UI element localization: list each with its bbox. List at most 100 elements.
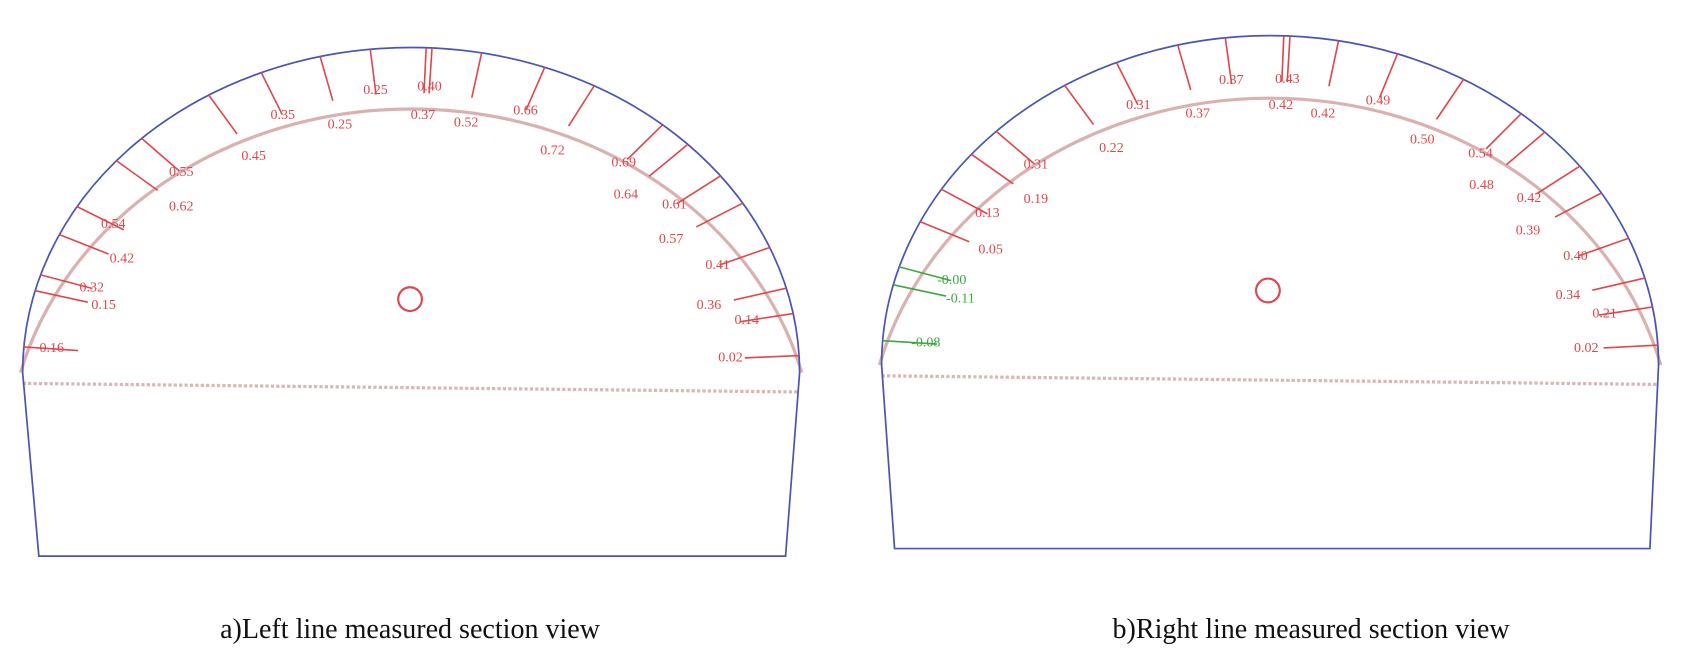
measure-tick bbox=[1378, 53, 1399, 98]
measure-tick bbox=[35, 289, 88, 303]
measure-label: 0.45 bbox=[241, 148, 266, 164]
measure-label: 0.25 bbox=[328, 116, 353, 132]
measure-label: 0.05 bbox=[978, 242, 1003, 258]
measure-label: 0.02 bbox=[718, 350, 743, 366]
design-section bbox=[880, 34, 1660, 550]
measured-contour bbox=[18, 107, 804, 374]
measure-tick bbox=[208, 94, 238, 135]
measure-tick bbox=[59, 233, 109, 255]
measure-label: 0.36 bbox=[697, 297, 722, 313]
measure-tick bbox=[1554, 192, 1602, 218]
measure-label: 0.42 bbox=[110, 250, 135, 266]
measure-tick bbox=[739, 312, 794, 323]
center-mark bbox=[1254, 277, 1281, 304]
measure-tick bbox=[1535, 165, 1581, 195]
measure-tick bbox=[1603, 344, 1658, 349]
measure-label: 0.37 bbox=[1186, 106, 1211, 122]
measure-tick bbox=[941, 188, 988, 215]
measure-tick bbox=[1592, 277, 1645, 292]
measure-label: 0.13 bbox=[975, 205, 1000, 221]
measure-label: 0.62 bbox=[169, 199, 194, 215]
measure-tick bbox=[423, 47, 427, 94]
measure-tick bbox=[428, 47, 433, 94]
measure-label: 0.02 bbox=[1574, 340, 1599, 356]
measure-tick bbox=[971, 153, 1014, 185]
measure-tick bbox=[744, 354, 800, 359]
measure-tick bbox=[1485, 113, 1522, 150]
measure-tick bbox=[1598, 306, 1653, 316]
measure-label: 0.39 bbox=[1516, 222, 1541, 238]
measure-label: 0.64 bbox=[614, 187, 639, 203]
measure-tick bbox=[1578, 237, 1629, 257]
measure-tick bbox=[40, 274, 93, 290]
caption: b)Right line measured section view bbox=[1113, 614, 1511, 645]
measure-tick bbox=[719, 246, 770, 266]
measure-tick bbox=[893, 284, 947, 297]
measure-label: 0.42 bbox=[1311, 106, 1336, 122]
measured-floor bbox=[22, 381, 800, 394]
measure-label: 0.34 bbox=[1556, 287, 1581, 303]
measure-label: 0.49 bbox=[1366, 93, 1391, 109]
caption: a)Left line measured section view bbox=[220, 614, 601, 645]
measure-label: 0.54 bbox=[101, 216, 126, 232]
measure-label: 0.42 bbox=[1269, 97, 1294, 113]
measure-label: 0.48 bbox=[1469, 177, 1494, 193]
measure-tick bbox=[648, 143, 689, 177]
design-section bbox=[21, 46, 801, 557]
measured-floor bbox=[881, 374, 1659, 387]
measure-tick bbox=[695, 202, 744, 228]
measure-tick bbox=[626, 124, 664, 161]
measure-tick bbox=[995, 130, 1036, 165]
measure-label: 0.69 bbox=[611, 154, 636, 170]
measure-label: 0.14 bbox=[734, 312, 759, 328]
measure-label: 0.40 bbox=[1563, 248, 1588, 264]
measure-label: 0.54 bbox=[1468, 146, 1493, 162]
measure-tick bbox=[899, 266, 952, 282]
measure-tick bbox=[260, 72, 283, 116]
measure-tick bbox=[525, 67, 546, 111]
measure-tick bbox=[1505, 131, 1546, 166]
measure-tick bbox=[141, 137, 180, 172]
measure-tick bbox=[882, 339, 937, 345]
measure-label: -0.11 bbox=[946, 290, 975, 306]
measure-tick bbox=[1286, 36, 1291, 83]
measure-label: 0.40 bbox=[417, 79, 442, 95]
measure-tick bbox=[1328, 40, 1340, 87]
measure-label: 0.37 bbox=[411, 107, 436, 123]
measure-tick bbox=[1176, 44, 1192, 91]
measure-label: 0.22 bbox=[1099, 140, 1124, 156]
measure-label: -0.08 bbox=[911, 335, 940, 351]
measure-label: 0.42 bbox=[1517, 190, 1542, 206]
measure-label: 0.21 bbox=[1592, 305, 1617, 321]
center-mark bbox=[397, 286, 423, 313]
measure-label: 0.55 bbox=[169, 164, 194, 180]
measure-tick bbox=[1224, 37, 1233, 84]
measure-label: 0.32 bbox=[79, 280, 104, 296]
measure-label: 0.57 bbox=[659, 231, 684, 247]
measure-label: 0.15 bbox=[91, 297, 116, 313]
measure-label: 0.31 bbox=[1126, 97, 1151, 113]
measure-tick bbox=[567, 85, 595, 127]
measure-tick bbox=[115, 160, 159, 192]
measure-label: 0.52 bbox=[454, 114, 479, 130]
measure-label: 0.41 bbox=[705, 257, 730, 273]
measure-tick bbox=[470, 52, 483, 98]
measure-label: 0.66 bbox=[513, 102, 538, 118]
measure-label: 0.43 bbox=[1275, 71, 1300, 87]
measure-label: 0.19 bbox=[1024, 191, 1049, 207]
measure-label: 0.50 bbox=[1410, 132, 1435, 148]
measure-tick bbox=[76, 205, 125, 231]
measure-tick bbox=[919, 220, 970, 243]
measure-label: 0.72 bbox=[540, 142, 565, 158]
measure-tick bbox=[319, 56, 334, 102]
measure-label: 0.25 bbox=[363, 82, 388, 98]
measure-label: 0.31 bbox=[1024, 156, 1049, 172]
measure-tick bbox=[23, 346, 79, 352]
measure-tick bbox=[1115, 62, 1139, 106]
measure-tick bbox=[733, 287, 787, 301]
measure-tick bbox=[1064, 84, 1095, 126]
measure-tick bbox=[676, 175, 721, 205]
